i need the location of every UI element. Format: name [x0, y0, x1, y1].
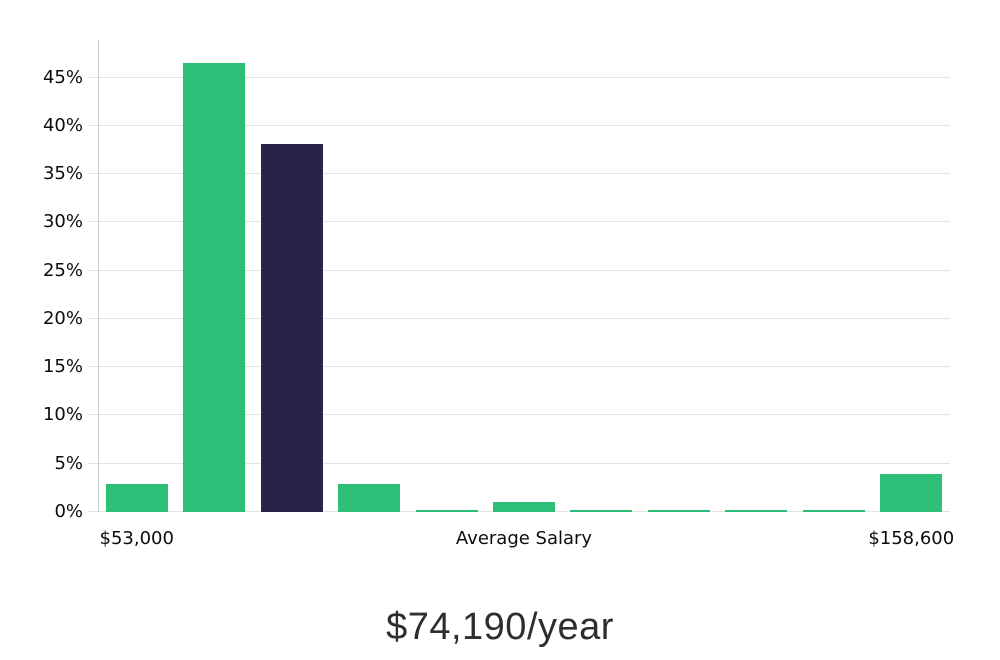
- x-axis-tick-label: $53,000: [99, 528, 174, 549]
- bar-3[interactable]: [260, 144, 323, 512]
- y-axis-tick-label: 30%: [42, 211, 83, 233]
- bar-6[interactable]: [493, 502, 555, 512]
- bar-2[interactable]: [183, 63, 246, 512]
- bar-7[interactable]: [570, 509, 633, 512]
- x-axis-tick-label: Average Salary: [455, 528, 593, 549]
- gridline: [88, 462, 950, 464]
- y-axis-tick-label: 5%: [54, 452, 83, 474]
- y-axis-tick-label: 15%: [42, 356, 83, 378]
- gridline: [88, 366, 950, 368]
- bar-10[interactable]: [802, 509, 865, 512]
- y-axis-tick-label: 25%: [42, 259, 83, 281]
- plot-area: [88, 40, 950, 512]
- y-axis-tick-label: 20%: [42, 307, 83, 329]
- gridline: [88, 173, 950, 175]
- y-axis-tick-label: 10%: [42, 404, 83, 426]
- y-axis-tick-label: 45%: [42, 66, 83, 88]
- gridline: [88, 317, 950, 319]
- average-salary-value: $74,190/year: [386, 606, 614, 648]
- gridline: [88, 269, 950, 271]
- gridline: [88, 221, 950, 223]
- bar-5[interactable]: [415, 509, 478, 512]
- bar-1[interactable]: [105, 484, 168, 512]
- bar-9[interactable]: [725, 509, 788, 512]
- bar-4[interactable]: [338, 484, 401, 512]
- x-axis-tick-label: $158,600: [868, 528, 955, 549]
- bar-11[interactable]: [880, 474, 943, 512]
- gridline: [88, 76, 950, 78]
- gridline: [88, 414, 950, 416]
- y-axis-tick-label: 0%: [54, 501, 83, 522]
- y-axis-tick-label: 40%: [42, 114, 83, 136]
- gridline: [88, 124, 950, 126]
- bar-8[interactable]: [647, 509, 710, 512]
- y-axis-line: [98, 40, 99, 512]
- y-axis-tick-label: 35%: [42, 163, 83, 185]
